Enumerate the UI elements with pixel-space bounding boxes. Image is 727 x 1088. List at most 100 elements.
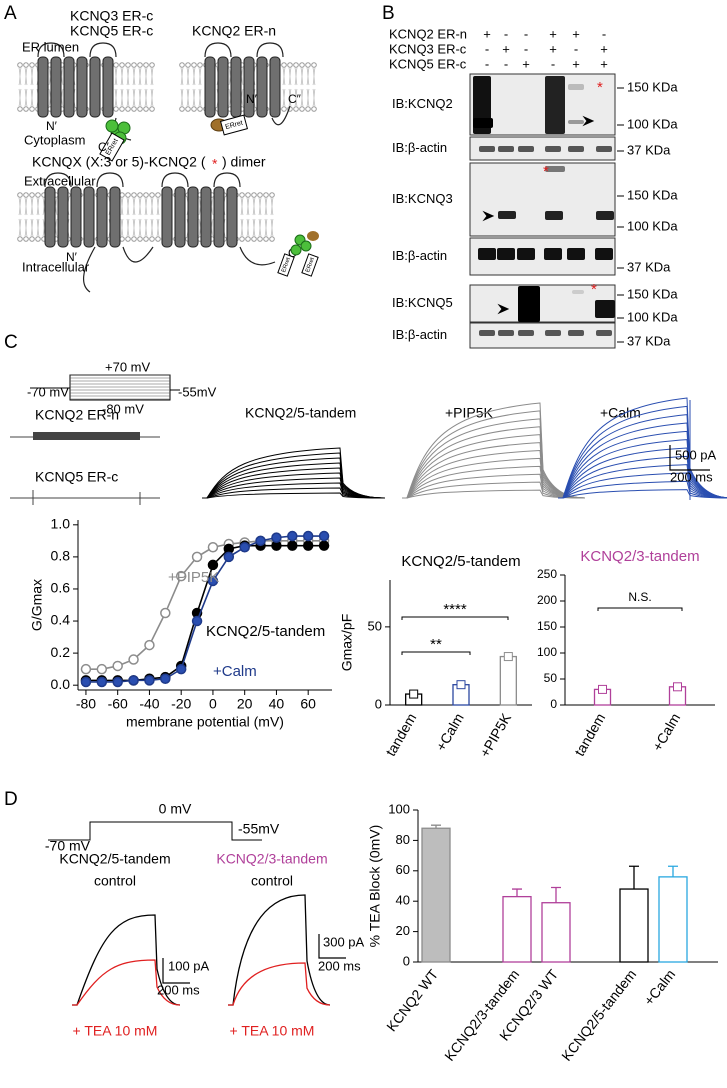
y-tick-label: 80 [396,832,410,847]
lipid-tail [126,197,130,237]
lipid-tail [132,197,136,237]
lipid-tail [30,197,34,237]
trace [72,959,181,1006]
band [518,286,540,322]
lipid-tail [258,197,262,237]
lipid-head [119,106,125,112]
band [545,76,565,134]
label: Intracellular [22,259,90,274]
helix [226,186,238,248]
y-tick-label: 0 [375,696,382,711]
band [596,146,612,152]
label: 200 ms [670,469,713,484]
band [478,248,496,260]
band [567,248,585,260]
data-point [175,570,187,582]
label: ERret [225,120,244,131]
label: - [551,56,555,71]
blot [469,136,616,161]
label: + [483,26,491,41]
label: * [543,163,549,180]
lipid-head [281,62,287,68]
label: IB:β-actin [392,327,447,342]
label: - [602,26,606,41]
label: 100 KDa [627,218,678,233]
x-tick-label: +Calm [641,966,679,1008]
mean-marker [673,682,682,692]
label: + [572,56,580,71]
label: Cytoplasm [24,132,85,147]
x-tick-label: +PIP5K [476,710,514,760]
y-tick-label: 0.2 [51,644,71,660]
label: * [597,79,603,96]
lipid-head [287,62,293,68]
lipid-tail [42,197,46,237]
series-line [85,540,325,670]
helix [204,56,216,118]
label: KCNQ5 ER-c [35,469,118,485]
lipid-head [17,62,23,68]
label: - [485,41,489,56]
lipid-head [299,106,305,112]
panel-letter: C [4,332,18,353]
lipid-head [113,62,119,68]
shape [204,42,284,58]
lipid-head [131,106,137,112]
y-tick-label: 100 [537,645,557,659]
label: * [591,281,597,298]
lipid-tail [294,67,298,107]
lipid-head [119,62,125,68]
data-point [287,540,298,551]
band [572,290,584,294]
label: -55mV [238,821,280,837]
lipid-head [29,62,35,68]
label: 150 KDa [627,286,678,301]
lipid-head [245,236,251,242]
bar [499,655,517,706]
band [568,84,584,90]
lipid-head [149,236,155,242]
label: +70 mV [105,359,150,374]
lipid-head [17,236,23,242]
bar [421,827,451,963]
data-point [160,607,171,619]
lipid-tail [24,197,28,237]
arrowhead [582,115,595,127]
y-tick-label: 0.8 [51,548,71,564]
data-point [302,540,314,551]
label: IB:KCNQ2 [392,96,453,111]
lipid-head [185,62,191,68]
lipid-tail [126,67,130,107]
band [545,146,561,152]
lipid-head [23,236,29,242]
data-point [239,542,250,553]
y-tick-label: 50 [368,618,382,633]
lipid-tail [156,197,160,237]
data-point [80,676,92,688]
helix [161,186,173,248]
band [596,330,612,336]
data-point [287,530,298,542]
lipid-head [35,192,41,198]
band [497,248,515,260]
x-tick-label: 60 [300,696,316,712]
label: +Calm [213,663,257,680]
label: - [574,41,578,56]
lipid-tail [138,197,142,237]
label: -55mV [178,384,217,399]
lipid-tail [18,197,22,237]
lipid-head [155,192,161,198]
lipid-head [17,106,23,112]
error-bar [431,824,441,829]
x-tick-label: -40 [139,696,159,712]
lipid-head [311,106,317,112]
label: KCNQ3 ER-c [70,8,153,24]
lipid-head [137,192,143,198]
lipid-tail [198,67,202,107]
lipid-head [263,236,269,242]
label: + [522,56,530,71]
helix [187,186,199,248]
error-bar [512,888,522,897]
mean-marker [409,689,419,699]
label: IB:KCNQ3 [392,191,453,206]
